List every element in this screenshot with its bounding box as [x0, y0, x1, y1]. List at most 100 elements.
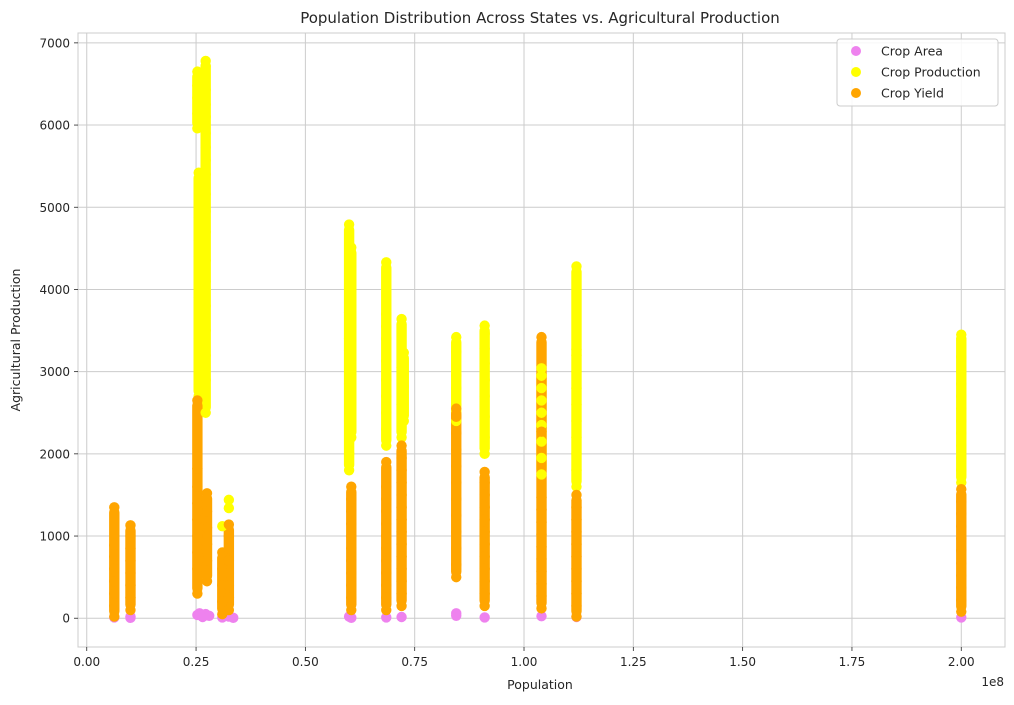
data-point	[343, 415, 355, 427]
data-point	[201, 539, 213, 550]
data-point	[223, 519, 235, 530]
data-point	[381, 506, 392, 517]
data-point	[381, 355, 392, 367]
data-point	[571, 481, 582, 492]
data-point	[396, 432, 407, 443]
data-point	[396, 362, 407, 373]
data-point	[200, 84, 211, 95]
data-point	[396, 477, 407, 488]
data-point	[200, 128, 211, 139]
legend-label-crop-yield: Crop Yield	[881, 86, 944, 101]
data-point	[223, 555, 235, 566]
point-column	[479, 325, 490, 454]
data-point	[396, 465, 407, 476]
data-point	[396, 489, 407, 501]
x-tick-label: 0.75	[401, 655, 428, 669]
data-point	[479, 576, 490, 587]
data-point	[193, 292, 204, 303]
data-point	[479, 343, 490, 354]
data-point	[479, 477, 490, 488]
data-point	[109, 551, 120, 562]
data-point	[571, 600, 582, 612]
data-point	[571, 551, 582, 562]
data-point	[396, 514, 407, 525]
data-point	[200, 111, 211, 123]
data-point	[125, 567, 136, 579]
data-point	[223, 567, 235, 579]
data-point	[396, 539, 407, 550]
data-point	[396, 502, 407, 513]
data-point	[956, 378, 967, 390]
data-point	[346, 543, 357, 554]
data-point	[192, 80, 203, 91]
data-point	[381, 374, 392, 386]
data-point	[479, 563, 490, 575]
data-point	[200, 206, 211, 217]
data-point	[109, 600, 120, 612]
data-point	[396, 551, 407, 562]
data-point	[200, 226, 211, 238]
data-point	[381, 493, 392, 505]
data-point	[343, 307, 355, 318]
data-point	[451, 444, 462, 455]
data-point	[571, 415, 582, 427]
data-point	[193, 267, 204, 279]
legend: Crop Area Crop Production Crop Yield	[836, 38, 999, 107]
data-point	[381, 308, 392, 320]
data-point	[396, 526, 407, 538]
x-tick-label: 1.50	[729, 655, 756, 669]
data-point	[346, 321, 357, 332]
data-point	[536, 370, 547, 381]
points	[109, 55, 967, 624]
data-point	[536, 516, 547, 528]
data-point	[451, 510, 462, 521]
data-point	[536, 529, 547, 540]
data-point	[381, 604, 392, 616]
data-point	[479, 466, 490, 478]
y-tick-label: 6000	[39, 119, 70, 133]
data-point	[479, 432, 490, 443]
data-point	[536, 331, 547, 343]
data-point	[571, 611, 582, 622]
data-point	[536, 452, 547, 464]
data-point	[479, 514, 490, 525]
data-point	[479, 320, 490, 331]
data-point	[571, 489, 582, 501]
data-point	[536, 426, 547, 437]
data-point	[398, 347, 409, 358]
data-point	[200, 407, 211, 418]
data-point	[571, 382, 582, 394]
data-point	[223, 604, 235, 616]
data-point	[192, 463, 203, 474]
x-tick-label: 0.50	[292, 655, 319, 669]
data-point	[192, 395, 203, 406]
y-tick-label: 1000	[39, 530, 70, 544]
data-point	[346, 506, 357, 517]
data-point	[451, 403, 462, 414]
data-point	[203, 610, 215, 621]
data-point	[536, 363, 547, 374]
data-point	[451, 370, 462, 381]
data-point	[956, 351, 967, 363]
y-tick-label: 3000	[39, 365, 70, 379]
x-tick-label: 1.00	[511, 655, 538, 669]
data-point	[479, 448, 490, 460]
data-point	[223, 502, 235, 514]
data-point	[451, 493, 462, 505]
data-point	[571, 539, 582, 550]
data-point	[381, 481, 392, 492]
data-point	[192, 563, 203, 575]
data-point	[451, 331, 462, 343]
data-point	[346, 432, 357, 443]
data-point	[109, 563, 120, 575]
data-point	[956, 391, 967, 402]
data-point	[571, 576, 582, 587]
data-point	[192, 66, 203, 77]
data-point	[956, 483, 967, 495]
data-point	[192, 547, 203, 558]
data-point	[396, 600, 407, 612]
data-point	[956, 428, 967, 439]
data-point	[956, 415, 967, 427]
data-point	[125, 604, 136, 616]
data-point	[346, 518, 357, 529]
